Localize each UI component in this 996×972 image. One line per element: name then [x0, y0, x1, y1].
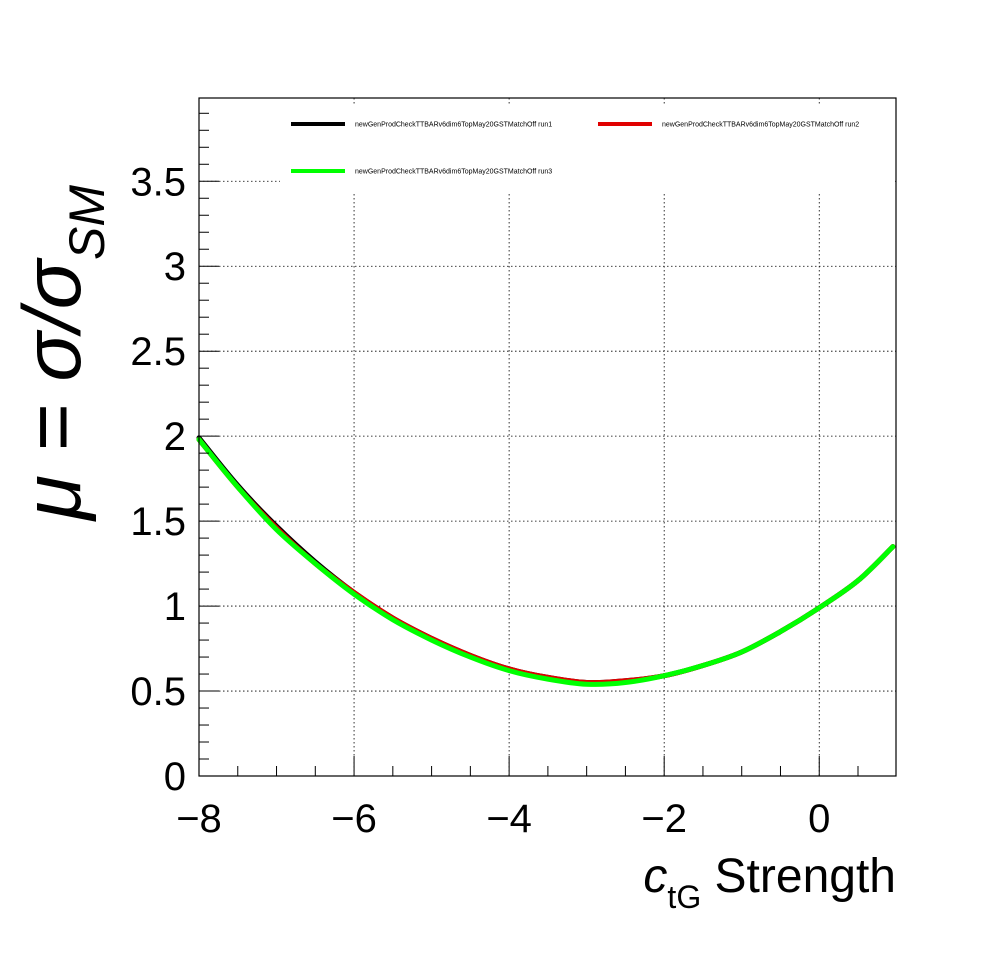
- legend-label: newGenProdCheckTTBARv6dim6TopMay20GSTMat…: [355, 122, 552, 129]
- grid: [198, 98, 896, 777]
- y-tick-label: 2: [164, 415, 186, 459]
- tick-labels: −8 −6 −4 −2 0 0 0.5 1 1.5 2 2.5 3 3.5: [130, 160, 830, 841]
- x-tick-label: −6: [331, 797, 377, 841]
- y-tick-label: 3.5: [130, 160, 186, 204]
- axis-ticks: [198, 112, 859, 777]
- x-tick-label: −8: [176, 797, 222, 841]
- y-tick-label: 2.5: [130, 330, 186, 374]
- y-axis-label: μ = σ/σSM: [7, 185, 115, 522]
- y-tick-label: 3: [164, 245, 186, 289]
- y-tick-label: 1.5: [130, 500, 186, 544]
- y-tick-label: 0: [164, 755, 186, 799]
- series-line-run2: [196, 437, 896, 686]
- plot-frame: [198, 97, 897, 777]
- legend-label: newGenProdCheckTTBARv6dim6TopMay20GSTMat…: [662, 122, 859, 129]
- x-tick-label: −2: [641, 797, 687, 841]
- x-tick-label: 0: [808, 797, 830, 841]
- legend-label: newGenProdCheckTTBARv6dim6TopMay20GSTMat…: [355, 169, 552, 176]
- y-tick-label: 1: [164, 585, 186, 629]
- legend: newGenProdCheckTTBARv6dim6TopMay20GSTMat…: [280, 104, 894, 194]
- legend-background: [280, 104, 894, 194]
- series-line-run3: [196, 437, 896, 687]
- x-axis-label: ctG Strength: [643, 850, 896, 915]
- series-curves: [196, 435, 896, 687]
- series-line-run1: [196, 435, 896, 686]
- x-tick-label: −4: [486, 797, 532, 841]
- y-tick-label: 0.5: [130, 670, 186, 714]
